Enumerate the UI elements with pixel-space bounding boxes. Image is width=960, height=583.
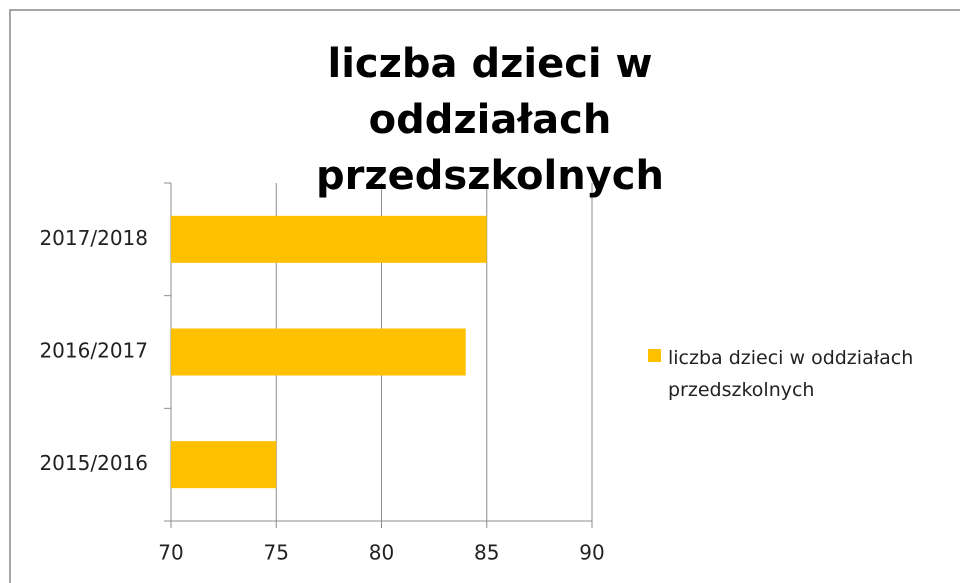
bar <box>171 441 277 489</box>
legend-label: liczba dzieci w oddziałach przedszkolnyc… <box>668 347 914 401</box>
bar <box>171 215 487 263</box>
chart-border <box>9 9 960 583</box>
y-tick-label: 2015/2016 <box>39 451 148 475</box>
x-tick-label: 80 <box>369 541 394 565</box>
x-tick-label: 85 <box>474 541 499 565</box>
legend-swatch <box>648 349 661 362</box>
y-tick-label: 2016/2017 <box>39 339 148 363</box>
chart-title: liczba dzieci w oddziałach przedszkolnyc… <box>316 41 664 199</box>
y-tick-label: 2017/2018 <box>39 226 148 250</box>
x-tick-label: 70 <box>158 541 183 565</box>
x-tick-label: 90 <box>579 541 604 565</box>
bar <box>171 328 466 376</box>
x-tick-label: 75 <box>264 541 289 565</box>
